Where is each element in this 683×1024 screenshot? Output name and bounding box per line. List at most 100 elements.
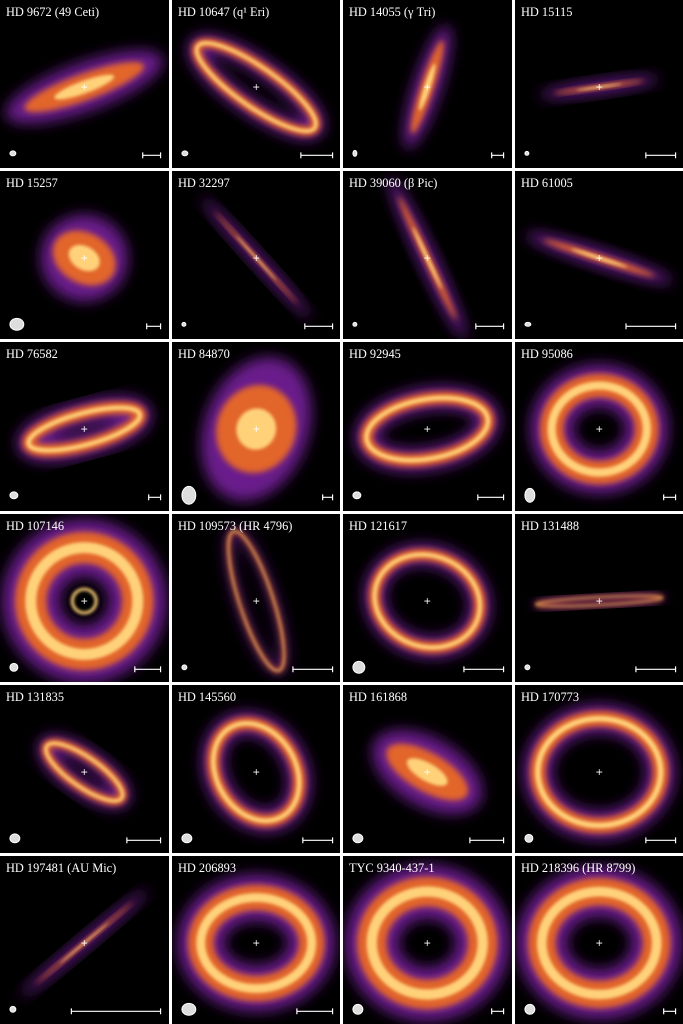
scale-bar (291, 665, 333, 672)
ring-core (372, 551, 482, 650)
disk-image (177, 874, 335, 1012)
star-marker (81, 426, 88, 433)
ring-core (195, 892, 316, 993)
panel-label: HD 39060 (β Pic) (349, 176, 437, 190)
star-marker (595, 84, 602, 91)
panel-label: HD 76582 (6, 347, 58, 361)
beam (9, 1005, 17, 1013)
scale-bar (662, 1008, 676, 1015)
beam (9, 318, 25, 331)
ring-core (534, 594, 663, 607)
scale-bar (491, 1008, 505, 1015)
star-marker (252, 255, 259, 262)
panel-label: HD 109573 (HR 4796) (177, 518, 291, 532)
disk-panel: HD 107146 (0, 513, 169, 682)
scale-bar (146, 323, 162, 330)
star-marker (81, 84, 88, 91)
scale-bar (303, 323, 333, 330)
star-marker (81, 939, 88, 946)
star-marker (252, 84, 259, 91)
scale-bar (295, 1008, 333, 1015)
scale-bar (321, 494, 333, 501)
beam (352, 322, 358, 327)
ring-core (364, 396, 491, 463)
inner-ring (70, 587, 98, 614)
star-marker (81, 255, 88, 262)
disk-image (516, 866, 682, 1020)
scale-bar (469, 837, 505, 843)
beam (523, 150, 529, 156)
scale-bar (644, 837, 676, 843)
panel-label: HD 14055 (γ Tri) (349, 5, 435, 19)
star-marker (595, 426, 602, 433)
disk-image (354, 386, 500, 473)
star-marker (595, 768, 602, 775)
ring-core (44, 741, 125, 803)
disk-image (201, 711, 311, 833)
ring-core (547, 381, 651, 478)
beam (523, 488, 535, 504)
star-marker (595, 255, 602, 262)
scale-bar (475, 323, 505, 330)
beam (180, 663, 187, 670)
beam (9, 150, 17, 157)
disk-panel: HD 39060 (β Pic) (343, 171, 512, 340)
disk-panel: HD 131488 (514, 513, 683, 682)
disk-panel: HD 95086 (514, 342, 683, 511)
star-marker (252, 939, 259, 946)
beam (9, 662, 19, 672)
panel-label: HD 92945 (349, 347, 401, 361)
star-marker (81, 768, 88, 775)
beam (352, 833, 364, 843)
scale-bar (299, 152, 333, 159)
disk-image (40, 214, 128, 302)
disk-image (363, 543, 491, 658)
scale-bar (491, 152, 505, 159)
disk-panel: HD 32297 (171, 171, 340, 340)
disk-panel: HD 15115 (514, 0, 683, 169)
ring-core (366, 886, 488, 1000)
ring-core (26, 405, 143, 453)
ring-core (25, 541, 144, 660)
panel-label: HD 145560 (177, 689, 235, 703)
panel-label: HD 84870 (177, 347, 229, 361)
panel-label: TYC 9340-437-1 (349, 861, 435, 875)
disk-image (344, 864, 510, 1022)
disk-panel: HD 218396 (HR 8799) (514, 855, 683, 1024)
panel-label: HD 170773 (520, 689, 578, 703)
beam (180, 150, 188, 157)
star-marker (252, 768, 259, 775)
ring-core (534, 715, 663, 828)
beam (523, 663, 530, 670)
star-marker (424, 768, 431, 775)
disk-image (37, 734, 131, 809)
star-marker (424, 255, 431, 262)
beam (9, 491, 19, 500)
disk-panel: HD 161868 (343, 684, 512, 853)
disk-panel: HD 10647 (q¹ Eri) (171, 0, 340, 169)
panel-label: HD 10647 (q¹ Eri) (177, 5, 268, 19)
beam (180, 1002, 196, 1016)
ring-core (536, 886, 662, 1000)
disk-image (2, 518, 167, 682)
scale-bar (126, 837, 162, 843)
disk-panel: HD 92945 (343, 342, 512, 511)
disk-panel: HD 197481 (AU Mic) (0, 855, 169, 1024)
disk-panel: HD 61005 (514, 171, 683, 340)
scale-bar (477, 494, 505, 501)
panel-label: HD 15257 (6, 176, 58, 190)
panel-label: HD 131835 (6, 689, 64, 703)
scale-bar (634, 665, 676, 672)
disk-panel: HD 109573 (HR 4796) (171, 513, 340, 682)
panel-label: HD 161868 (349, 689, 407, 703)
disk-panel: HD 131835 (0, 684, 169, 853)
panel-label: HD 121617 (349, 518, 407, 532)
disk-panel: HD 145560 (171, 684, 340, 853)
scale-bar (662, 494, 676, 501)
scale-bar (463, 665, 505, 672)
disk-image (523, 704, 675, 840)
panel-label: HD 197481 (AU Mic) (6, 861, 116, 875)
beam (180, 833, 192, 843)
disk-image (533, 593, 665, 608)
disk-panel: HD 76582 (0, 342, 169, 511)
